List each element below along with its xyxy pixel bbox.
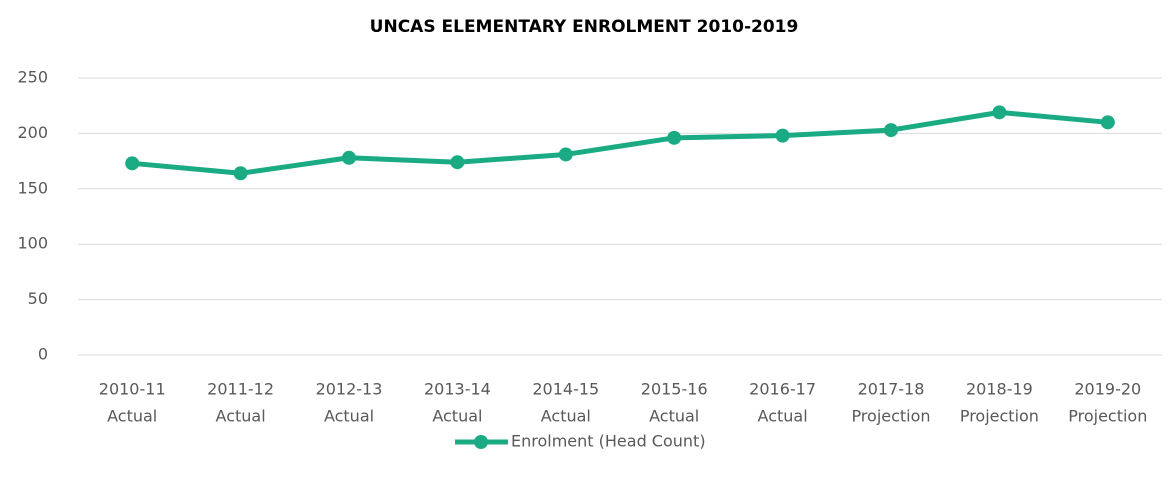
legend-marker [474,435,488,449]
x-tick-label: 2014-15 [532,380,599,399]
x-tick-label: Actual [758,407,808,426]
y-tick-label: 50 [28,289,48,308]
line [131,109,1109,176]
x-tick-label: Actual [324,407,374,426]
x-tick-label: 2015-16 [641,380,708,399]
y-tick-label: 100 [17,234,48,253]
x-tick-label: Actual [107,407,157,426]
chart-title: UNCAS ELEMENTARY ENROLMENT 2010-2019 [370,17,799,37]
x-tick-label: 2012-13 [316,380,383,399]
x-tick-label: 2017-18 [858,380,925,399]
marker [125,156,140,171]
marker [992,105,1007,120]
x-tick-label: 2010-11 [99,380,166,399]
x-tick-label: 2016-17 [749,380,816,399]
x-tick-label: Projection [1068,407,1147,426]
x-tick-label: Actual [432,407,482,426]
y-tick-label: 150 [17,178,48,197]
x-tick-label: Actual [541,407,591,426]
x-tick-label: 2018-19 [966,380,1033,399]
x-tick-label: Actual [649,407,699,426]
marker [450,155,465,170]
marker [884,123,898,138]
x-tick-label: Actual [216,407,266,426]
marker [233,166,248,181]
y-tick-label: 0 [38,345,48,364]
x-tick-label: 2019-20 [1074,380,1141,399]
x-tick-label: Projection [851,407,930,426]
marker [775,128,790,143]
marker [667,130,682,145]
legend-label: Enrolment (Head Count) [511,432,706,451]
y-tick-label: 200 [17,123,48,142]
marker [558,147,573,162]
x-tick-label: 2013-14 [424,380,491,399]
x-tick-label: Projection [960,407,1039,426]
x-tick-label: 2011-12 [207,380,274,399]
marker [1100,115,1115,130]
marker [342,150,356,165]
y-tick-label: 250 [17,68,48,87]
